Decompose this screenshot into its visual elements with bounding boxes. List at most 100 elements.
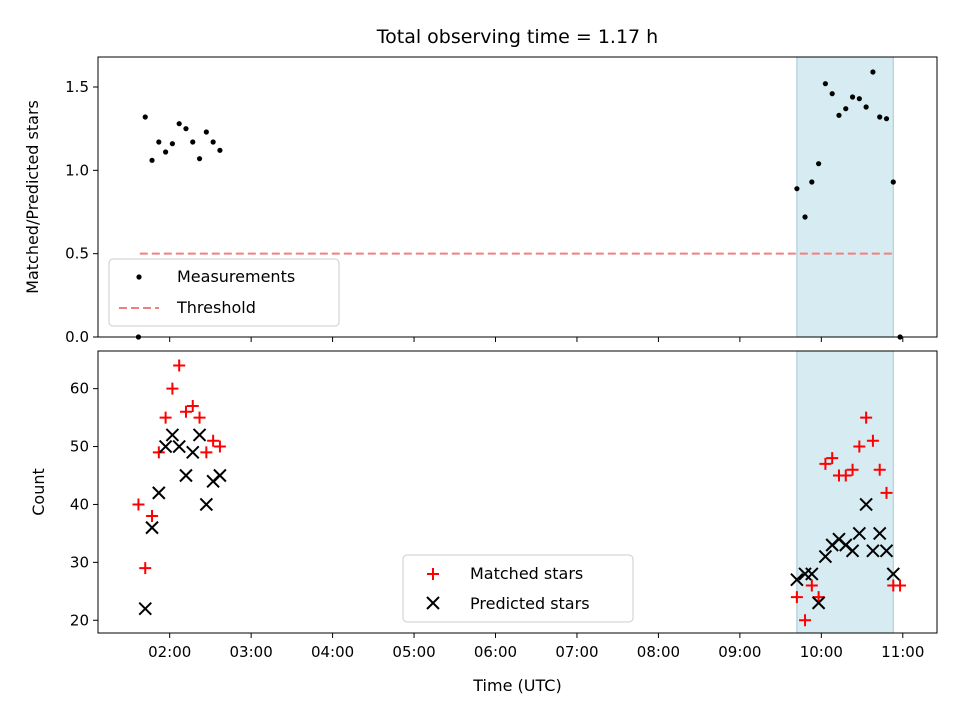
matched-star-point (853, 440, 866, 453)
predicted-star-point (845, 544, 860, 558)
bottom-legend-box (402, 554, 634, 623)
bottom-x-tick-label: 05:00 (392, 643, 435, 661)
measurement-point (849, 94, 856, 100)
measurement-point (843, 106, 849, 112)
matched-star-point (139, 562, 152, 575)
top-y-tick-label: 1.0 (65, 161, 89, 179)
top-span-rect (796, 56, 894, 338)
bottom-x-tick-label: 06:00 (474, 643, 517, 661)
bottom-legend: Matched stars Predicted stars (402, 554, 634, 623)
matched-star-point (207, 434, 220, 447)
bottom-y-ticks: 20 30 40 50 60 (70, 380, 98, 629)
bottom-x-tick-label: 10:00 (800, 643, 843, 661)
bottom-x-tick-label: 02:00 (148, 643, 191, 661)
measurement-point (163, 149, 169, 155)
top-y-ticks: 0.0 0.5 1.0 1.5 (65, 78, 98, 346)
matched-star-point (860, 411, 873, 424)
legend-measurements-marker (136, 274, 142, 280)
measurement-point (829, 91, 835, 97)
legend-matched-marker (427, 568, 439, 580)
bottom-x-tick-label: 11:00 (881, 643, 924, 661)
measurement-point (149, 157, 155, 163)
predicted-star-point (172, 439, 186, 454)
top-panel: 0.0 0.5 1.0 1.5 Total observing time = 1.17… (23, 26, 938, 346)
measurement-point (156, 139, 162, 145)
predicted-star-point (186, 445, 200, 460)
matched-star-point (839, 469, 852, 482)
bottom-x-tick-label: 04:00 (311, 643, 354, 661)
measurement-point (203, 129, 209, 135)
measurement-point (883, 116, 890, 122)
bottom-y-tick-label: 20 (70, 611, 89, 629)
measurement-point (890, 179, 896, 185)
matched-star-point (873, 463, 886, 476)
measurement-point (176, 121, 182, 127)
bottom-star-points (132, 359, 907, 627)
bottom-y-tick-label: 30 (70, 553, 89, 571)
bottom-x-tick-label: 08:00 (637, 643, 680, 661)
predicted-star-point (213, 468, 227, 483)
predicted-star-point (879, 544, 894, 558)
predicted-star-point (152, 486, 166, 500)
measurement-point (217, 147, 223, 153)
measurement-point (877, 114, 883, 120)
predicted-star-point (165, 428, 180, 442)
legend-measurements-label: Measurements (177, 267, 295, 286)
top-y-axis-label: Matched/Predicted stars (23, 100, 42, 294)
measurement-point (870, 69, 876, 75)
matched-star-point (152, 446, 165, 459)
matched-star-point (799, 614, 812, 627)
top-y-tick-label: 1.5 (65, 78, 89, 96)
legend-predicted-marker (426, 596, 440, 610)
matched-star-point (186, 400, 199, 413)
top-shaded-span (796, 56, 894, 338)
matched-star-point (166, 382, 179, 395)
bottom-y-tick-label: 50 (70, 438, 89, 456)
bottom-x-ticks: 02:00 03:00 04:00 05:00 06:00 07:00 08:00 09:00… (148, 633, 924, 661)
measurement-point (822, 81, 829, 87)
measurement-point (816, 161, 822, 167)
top-y-tick-label: 0.0 (65, 328, 89, 346)
measurement-point (836, 112, 842, 118)
matched-star-point (200, 446, 213, 459)
predicted-star-point (179, 468, 193, 483)
measurement-point (863, 104, 869, 110)
matched-star-point (812, 591, 825, 604)
predicted-star-point (138, 601, 152, 616)
bottom-x-tick-label: 03:00 (230, 643, 273, 661)
measurement-point (169, 141, 175, 147)
matched-star-point (866, 434, 879, 447)
measurement-point (190, 139, 196, 145)
top-axes-frame (97, 56, 938, 338)
predicted-star-point (859, 497, 873, 512)
matched-star-point (146, 510, 159, 523)
top-y-tick-label: 0.5 (65, 245, 89, 263)
legend-threshold-label: Threshold (176, 298, 256, 317)
top-legend: Measurements Threshold (108, 258, 340, 327)
bottom-x-axis-label: Time (UTC) (472, 676, 561, 695)
matched-star-point (179, 405, 192, 418)
predicted-star-point (866, 544, 880, 558)
predicted-star-point (852, 526, 867, 541)
top-x-ticks (169, 337, 904, 342)
bottom-y-tick-label: 40 (70, 495, 89, 513)
predicted-star-point (886, 567, 900, 581)
measurement-point (802, 214, 808, 220)
bottom-x-tick-label: 07:00 (555, 643, 598, 661)
matched-star-point (846, 463, 859, 476)
predicted-star-point (818, 549, 833, 564)
measurement-point (210, 139, 216, 145)
bottom-y-tick-label: 60 (70, 380, 89, 398)
predicted-star-point (805, 567, 819, 581)
legend-predicted-label: Predicted stars (470, 594, 590, 613)
bottom-x-tick-label: 09:00 (718, 643, 761, 661)
matched-star-point (826, 452, 839, 465)
measurement-point (142, 114, 148, 120)
measurement-point (794, 186, 800, 192)
matched-star-point (159, 411, 172, 424)
predicted-star-point (199, 497, 214, 512)
matched-star-point (805, 579, 818, 592)
measurement-point (183, 126, 189, 132)
matched-star-point (790, 591, 803, 604)
